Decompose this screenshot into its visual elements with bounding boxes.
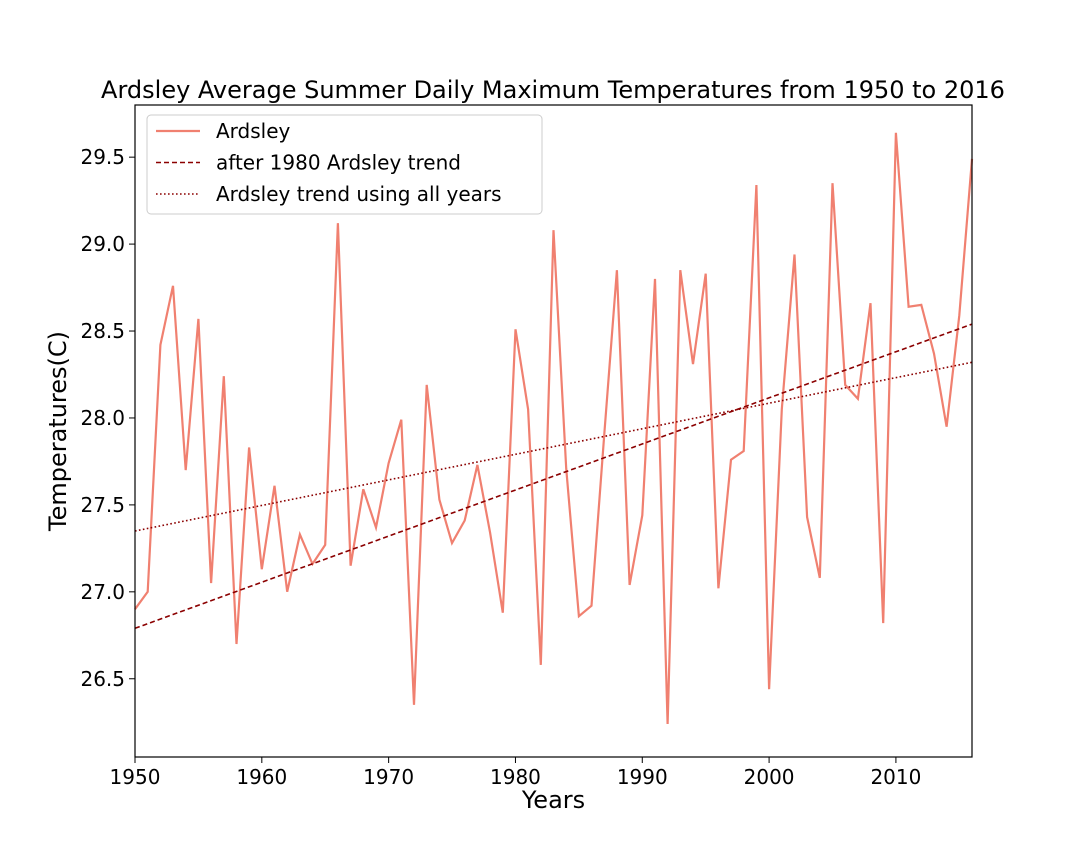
series-line-2 [134, 323, 973, 630]
y-axis-label: Temperatures(C) [44, 331, 72, 532]
chart-title: Ardsley Average Summer Daily Maximum Tem… [101, 76, 1005, 104]
y-tick-label: 27.0 [80, 580, 125, 604]
x-axis-label: Years [521, 786, 585, 814]
x-tick-label: 2010 [870, 765, 921, 789]
y-tick-label: 27.5 [80, 493, 125, 517]
legend-box [146, 114, 543, 215]
legend-label-3: Ardsley trend using all years [216, 182, 502, 206]
x-tick-label: 2000 [744, 765, 795, 789]
legend-label-2: after 1980 Ardsley trend [216, 151, 461, 175]
ticks: 1950 1960 1970 1980 1990 2000 2010 26.5 27.0 27.5… [80, 145, 921, 789]
plot-area [134, 132, 974, 725]
y-tick-label: 29.5 [80, 145, 125, 169]
y-tick-label: 26.5 [80, 667, 125, 691]
legend: Ardsley after 1980 Ardsley trend Ardsley t… [146, 114, 543, 215]
axes-frame [134, 104, 973, 758]
y-tick-label: 28.5 [80, 319, 125, 343]
y-tick-label: 29.0 [80, 232, 125, 256]
series-line-1 [134, 132, 974, 725]
y-tick-label: 28.0 [80, 406, 125, 430]
x-tick-label: 1990 [617, 765, 668, 789]
legend-label-1: Ardsley [216, 119, 291, 143]
x-tick-label: 1950 [110, 765, 161, 789]
x-tick-label: 1960 [236, 765, 287, 789]
x-tick-label: 1970 [363, 765, 414, 789]
x-tick-label: 1980 [490, 765, 541, 789]
